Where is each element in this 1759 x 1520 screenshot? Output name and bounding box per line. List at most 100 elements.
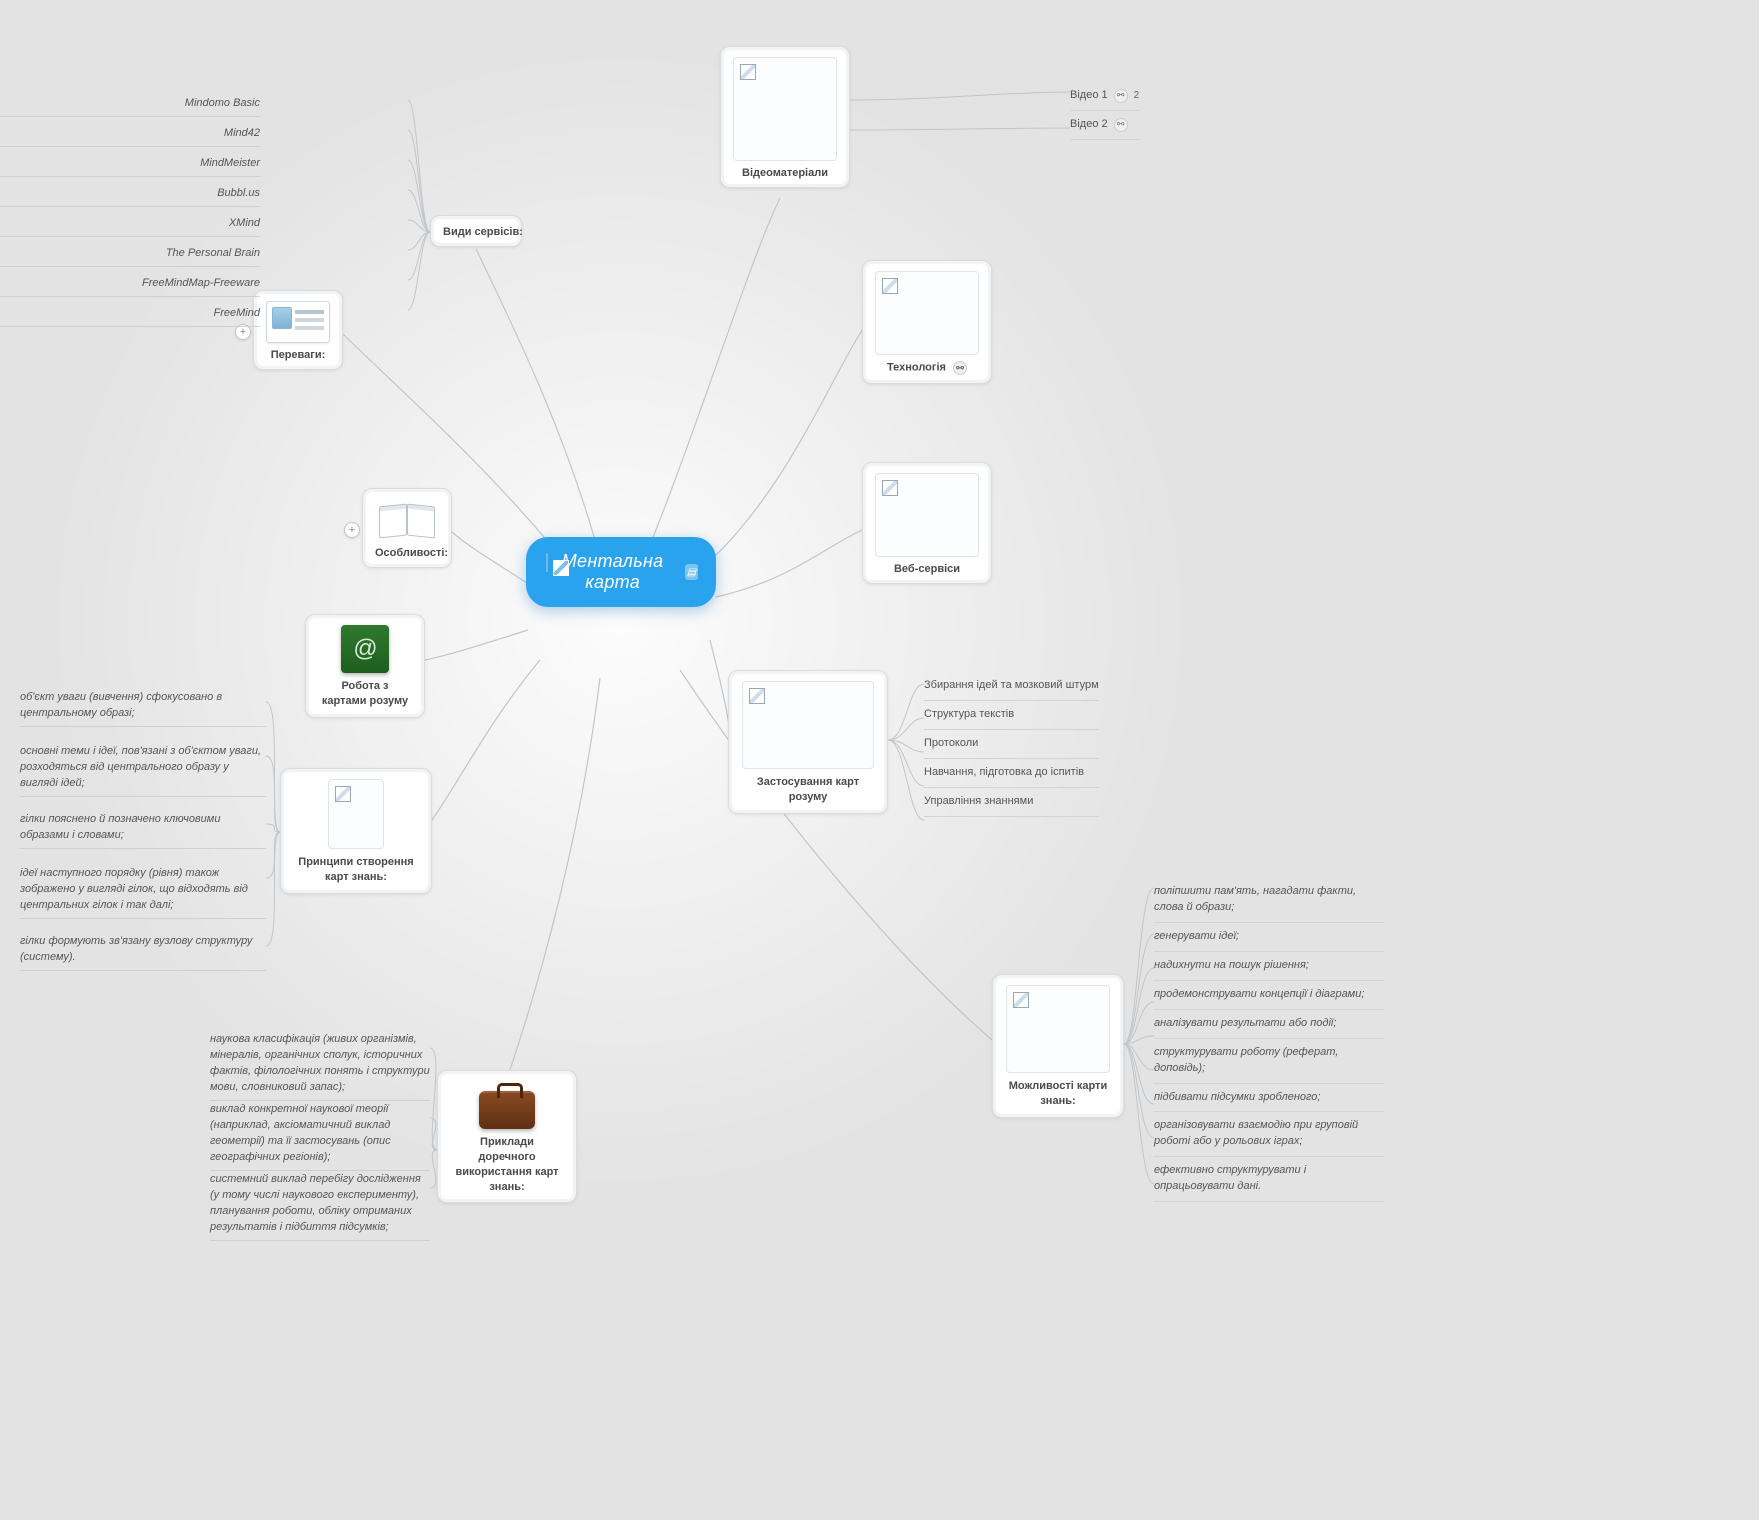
leaf-item[interactable]: Структура текстів: [924, 701, 1099, 730]
leaf-item[interactable]: Збирання ідей та мозковий штурм: [924, 672, 1099, 701]
leaf-item[interactable]: The Personal Brain: [0, 242, 260, 267]
leaf-group-video: Відео 1 ⚯ 2 Відео 2 ⚯: [1070, 82, 1139, 140]
leaf-item[interactable]: основні теми і ідеї, пов'язані з об'єкто…: [20, 740, 266, 797]
node-label: Відеоматеріали: [733, 167, 837, 179]
node-apply[interactable]: Застосування карт розуму: [728, 670, 888, 814]
center-image-placeholder: [546, 553, 548, 572]
image-placeholder-icon: [328, 779, 384, 849]
leaf-text: FreeMindMap-Freeware: [142, 276, 260, 292]
leaf-text: Управління знаннями: [924, 794, 1033, 810]
leaf-text: Bubbl.us: [217, 186, 260, 202]
leaf-item[interactable]: аналізувати результати або події;: [1154, 1010, 1384, 1039]
leaf-item[interactable]: об'єкт уваги (вивчення) сфокусовано в це…: [20, 686, 266, 727]
leaf-text: підбивати підсумки зробленого;: [1154, 1090, 1320, 1106]
leaf-text: продемонструвати концепції і діаграми;: [1154, 987, 1364, 1003]
image-placeholder-icon: [742, 681, 874, 769]
leaf-item[interactable]: Навчання, підготовка до іспитів: [924, 759, 1099, 788]
node-features[interactable]: Особливості:: [362, 488, 452, 568]
node-label: Застосування карт розуму: [741, 775, 875, 805]
address-book-icon: @: [341, 625, 389, 673]
leaf-item[interactable]: надихнути на пошук рішення;: [1154, 952, 1384, 981]
leaf-item[interactable]: наукова класифікація (живих організмів, …: [210, 1028, 430, 1101]
node-label: Приклади доречного використання карт зна…: [450, 1135, 564, 1194]
node-tech[interactable]: Технологія ⚯: [862, 260, 992, 384]
leaf-text: аналізувати результати або події;: [1154, 1016, 1336, 1032]
leaf-item[interactable]: організовувати взаємодію при груповій ро…: [1154, 1112, 1384, 1157]
book-icon: [377, 499, 437, 541]
leaf-text: Mindomo Basic: [185, 96, 260, 112]
leaf-text: Mind42: [224, 126, 260, 142]
node-label: Можливості карти знань:: [1005, 1079, 1111, 1109]
node-label: Веб-сервіси: [875, 563, 979, 575]
leaf-item[interactable]: Протоколи: [924, 730, 1099, 759]
leaf-text: Збирання ідей та мозковий штурм: [924, 678, 1099, 694]
leaf-text: основні теми і ідеї, пов'язані з об'єкто…: [20, 744, 266, 792]
leaf-item[interactable]: генерувати ідеї;: [1154, 923, 1384, 952]
leaf-item[interactable]: ідеї наступного порядку (рівня) також зо…: [20, 862, 266, 919]
node-examples[interactable]: Приклади доречного використання карт зна…: [437, 1070, 577, 1203]
node-label: Переваги:: [266, 349, 330, 361]
leaf-text: FreeMind: [214, 306, 260, 322]
leaf-item[interactable]: MindMeister: [0, 152, 260, 177]
leaf-item[interactable]: Mindomo Basic: [0, 92, 260, 117]
image-placeholder-icon: [875, 271, 979, 355]
attachment-count: 2: [1134, 89, 1140, 104]
leaf-text: структурувати роботу (реферат, доповідь)…: [1154, 1045, 1384, 1077]
link-icon[interactable]: ⚯: [1114, 118, 1128, 132]
node-services[interactable]: Види сервісів:: [430, 215, 522, 247]
leaf-item[interactable]: підбивати підсумки зробленого;: [1154, 1084, 1384, 1113]
expand-button[interactable]: +: [344, 522, 360, 538]
node-label: Особливості:: [375, 547, 439, 559]
mindmap-canvas: Ментальна карта ▤ Відеоматеріали Технолог…: [0, 0, 1759, 1512]
leaf-item[interactable]: продемонструвати концепції і діаграми;: [1154, 981, 1384, 1010]
id-card-icon: [266, 301, 330, 343]
leaf-item[interactable]: виклад конкретної наукової теорії (напри…: [210, 1098, 430, 1171]
briefcase-icon: [475, 1081, 539, 1129]
node-label: Види сервісів:: [443, 226, 509, 238]
leaf-item[interactable]: FreeMindMap-Freeware: [0, 272, 260, 297]
leaf-item[interactable]: Відео 2 ⚯: [1070, 111, 1139, 140]
leaf-item[interactable]: FreeMind: [0, 302, 260, 327]
leaf-item[interactable]: системний виклад перебігу дослідження (у…: [210, 1168, 430, 1241]
node-work[interactable]: @Робота з картами розуму: [305, 614, 425, 718]
leaf-text: Відео 1: [1070, 88, 1108, 104]
leaf-item[interactable]: XMind: [0, 212, 260, 237]
node-web[interactable]: Веб-сервіси: [862, 462, 992, 584]
leaf-item[interactable]: Mind42: [0, 122, 260, 147]
leaf-text: наукова класифікація (живих організмів, …: [210, 1032, 430, 1096]
link-icon[interactable]: ⚯: [1114, 89, 1128, 103]
leaf-text: The Personal Brain: [166, 246, 260, 262]
image-placeholder-icon: [875, 473, 979, 557]
center-node[interactable]: Ментальна карта ▤: [526, 537, 716, 607]
leaf-text: Відео 2: [1070, 117, 1108, 133]
radial-glow: [620, 620, 621, 621]
leaf-item[interactable]: Управління знаннями: [924, 788, 1099, 817]
leaf-item[interactable]: поліпшити пам'ять, нагадати факти, слова…: [1154, 878, 1384, 923]
node-principles[interactable]: Принципи створення карт знань:: [280, 768, 432, 894]
leaf-text: ідеї наступного порядку (рівня) також зо…: [20, 866, 266, 914]
leaf-item[interactable]: структурувати роботу (реферат, доповідь)…: [1154, 1039, 1384, 1084]
link-icon[interactable]: ⚯: [953, 361, 967, 375]
leaf-text: Протоколи: [924, 736, 978, 752]
node-abilities[interactable]: Можливості карти знань:: [992, 974, 1124, 1118]
leaf-item[interactable]: ефективно структурувати і опрацьовувати …: [1154, 1157, 1384, 1202]
leaf-text: поліпшити пам'ять, нагадати факти, слова…: [1154, 884, 1384, 916]
leaf-text: ефективно структурувати і опрацьовувати …: [1154, 1163, 1384, 1195]
leaf-text: об'єкт уваги (вивчення) сфокусовано в це…: [20, 690, 266, 722]
leaf-text: Навчання, підготовка до іспитів: [924, 765, 1084, 781]
leaf-text: надихнути на пошук рішення;: [1154, 958, 1309, 974]
leaf-item[interactable]: гілки формують зв'язану вузлову структур…: [20, 930, 266, 971]
leaf-text: MindMeister: [200, 156, 260, 172]
node-video[interactable]: Відеоматеріали: [720, 46, 850, 188]
node-label: Технологія ⚯: [875, 361, 979, 375]
leaf-text: Структура текстів: [924, 707, 1014, 723]
image-placeholder-icon: [733, 57, 837, 161]
leaf-text: гілки пояснено й позначено ключовими обр…: [20, 812, 266, 844]
leaf-text: XMind: [229, 216, 260, 232]
leaf-item[interactable]: Bubbl.us: [0, 182, 260, 207]
leaf-item[interactable]: Відео 1 ⚯ 2: [1070, 82, 1139, 111]
node-advantages[interactable]: Переваги:: [253, 290, 343, 370]
note-icon[interactable]: ▤: [685, 564, 698, 580]
leaf-text: організовувати взаємодію при груповій ро…: [1154, 1118, 1384, 1150]
leaf-item[interactable]: гілки пояснено й позначено ключовими обр…: [20, 808, 266, 849]
